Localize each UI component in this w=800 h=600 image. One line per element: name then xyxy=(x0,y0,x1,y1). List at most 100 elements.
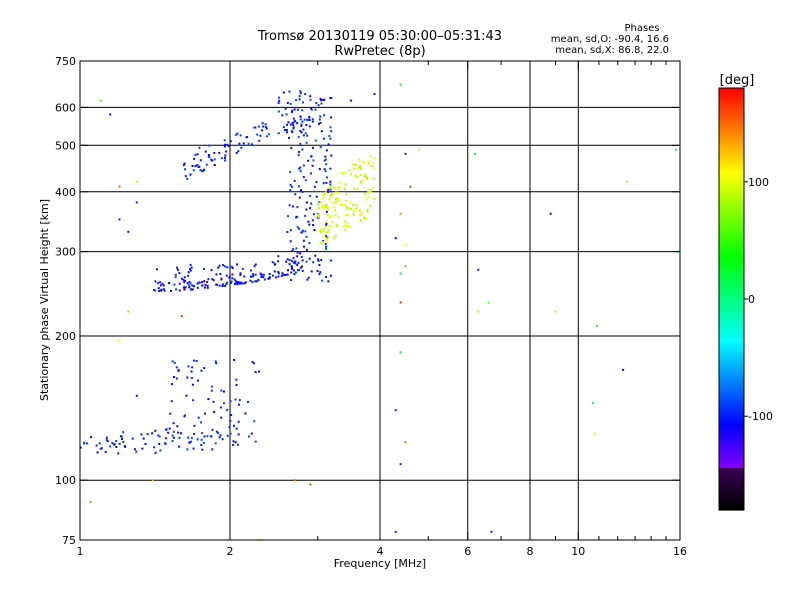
echo-point xyxy=(290,271,293,274)
colorbar-segment xyxy=(719,342,744,345)
echo-point xyxy=(243,275,246,278)
echo-point xyxy=(328,224,331,227)
echo-point xyxy=(218,151,221,154)
echo-point xyxy=(224,154,227,157)
echo-point xyxy=(251,281,254,284)
colorbar-segment xyxy=(719,502,744,505)
echo-point xyxy=(341,204,344,206)
echo-point xyxy=(187,365,190,368)
echo-point xyxy=(83,441,86,444)
echo-point xyxy=(306,278,309,281)
echo-point xyxy=(352,163,355,166)
echo-point xyxy=(328,135,331,137)
echo-point xyxy=(252,273,254,276)
colorbar-segment xyxy=(719,286,744,289)
colorbar-unit: [deg] xyxy=(720,73,755,88)
y-tick-label: 400 xyxy=(55,186,76,199)
echo-point xyxy=(346,225,349,228)
echo-point xyxy=(206,286,209,289)
echo-point xyxy=(399,272,402,275)
echo-point xyxy=(308,257,311,260)
x-tick-label: 1 xyxy=(77,545,84,558)
echo-point xyxy=(169,412,172,415)
echo-point xyxy=(418,148,421,151)
echo-point xyxy=(231,267,234,269)
echo-point xyxy=(309,172,312,175)
chart-subtitle: RwPretec (8p) xyxy=(334,44,425,59)
echo-point xyxy=(235,384,238,386)
colorbar-segment xyxy=(719,390,744,393)
echo-point xyxy=(294,271,297,274)
colorbar-segment xyxy=(719,482,744,485)
colorbar-segment xyxy=(719,464,744,467)
echo-point xyxy=(369,188,372,191)
echo-point xyxy=(121,438,123,441)
colorbar-segment xyxy=(719,204,744,207)
echo-point xyxy=(284,107,287,110)
echo-point xyxy=(171,434,174,437)
echo-point xyxy=(364,192,366,195)
x-tick-label: 16 xyxy=(673,545,687,558)
colorbar-segment xyxy=(719,104,744,107)
echo-point xyxy=(324,242,327,245)
echo-point xyxy=(301,230,304,233)
echo-point xyxy=(274,263,277,266)
echo-point xyxy=(328,216,331,219)
echo-point xyxy=(293,179,296,182)
y-tick-label: 300 xyxy=(55,246,76,259)
colorbar-segment xyxy=(719,142,744,145)
echo-point xyxy=(215,273,218,276)
echo-point xyxy=(292,248,295,251)
echo-point xyxy=(117,452,120,455)
echo-point xyxy=(301,270,304,272)
echo-point xyxy=(325,276,328,278)
echo-point xyxy=(286,101,289,104)
echo-point xyxy=(287,269,289,272)
colorbar-segment xyxy=(719,336,744,339)
echo-point xyxy=(228,275,231,278)
echo-point xyxy=(334,201,337,204)
echo-point xyxy=(141,447,144,450)
echo-point xyxy=(323,114,326,117)
echo-point xyxy=(299,129,302,132)
echo-point xyxy=(404,243,407,246)
echo-point xyxy=(305,235,308,238)
echo-point xyxy=(239,282,242,285)
echo-point xyxy=(345,193,348,196)
echo-point xyxy=(171,360,174,363)
echo-point xyxy=(477,268,480,271)
echo-point xyxy=(157,434,160,437)
echo-point xyxy=(323,235,326,238)
echo-point xyxy=(325,248,328,250)
echo-point xyxy=(193,432,195,435)
echo-point xyxy=(325,245,328,248)
echo-point xyxy=(257,125,260,128)
echo-point xyxy=(318,273,321,276)
echo-point xyxy=(260,275,263,278)
echo-point xyxy=(355,203,358,206)
echo-point xyxy=(233,359,236,361)
colorbar-segment xyxy=(719,174,744,177)
echo-point xyxy=(297,136,300,139)
echo-point xyxy=(323,98,326,101)
echo-point xyxy=(180,315,183,318)
echo-point xyxy=(352,213,355,216)
echo-point xyxy=(338,186,340,189)
colorbar-segment xyxy=(719,210,744,213)
echo-point xyxy=(312,224,315,226)
echo-point xyxy=(238,142,241,145)
colorbar-segment xyxy=(719,408,744,411)
echo-point xyxy=(262,276,265,279)
colorbar-segment xyxy=(719,392,744,395)
colorbar-segment xyxy=(719,500,744,503)
echo-point xyxy=(96,451,99,454)
echo-point xyxy=(252,362,255,365)
echo-point xyxy=(305,141,308,144)
echo-point xyxy=(257,370,260,373)
echo-point xyxy=(321,204,324,207)
echo-point xyxy=(273,270,276,273)
colorbar-tick-label: -100 xyxy=(748,410,773,423)
echo-point xyxy=(250,143,253,146)
echo-point xyxy=(301,148,304,151)
echo-point xyxy=(168,282,171,285)
